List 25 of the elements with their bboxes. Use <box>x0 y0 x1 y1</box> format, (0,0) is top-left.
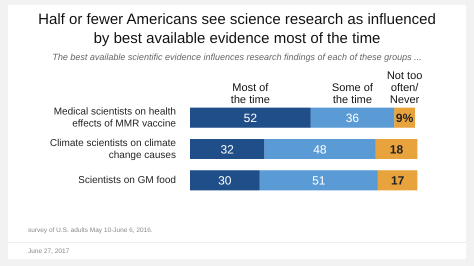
series-label: Some of the time <box>332 82 374 106</box>
bar <box>376 138 418 160</box>
y-tick-label: Medical scientists on health effects of MMR vaccine <box>54 106 176 130</box>
bar <box>310 108 394 128</box>
bar <box>190 170 260 190</box>
bar <box>378 170 418 190</box>
data-label: 51 <box>312 174 326 188</box>
data-label: 36 <box>346 110 360 125</box>
series-label: Most of the time <box>230 82 270 106</box>
data-label: 30 <box>218 174 232 188</box>
bar <box>190 138 264 160</box>
bar <box>264 138 376 160</box>
data-label: 48 <box>313 142 327 156</box>
chart-title: Half or fewer Americans see science research as influenced by best available evidence most of the time <box>37 10 437 48</box>
data-label: 32 <box>220 142 234 156</box>
chart-subtitle: The best available scientific evidence influences research findings of each of these groups ... <box>51 52 423 62</box>
bar <box>190 108 311 128</box>
data-label: 9% <box>396 110 414 125</box>
data-label: 17 <box>390 174 405 188</box>
series-label: Not too often/ Never <box>386 70 422 106</box>
data-label: 52 <box>244 110 258 125</box>
y-tick-label: Climate scientists on climate change causes <box>50 138 176 161</box>
bar <box>260 170 378 190</box>
data-label: 18 <box>390 142 404 156</box>
y-tick-label: Scientists on GM food <box>78 175 176 186</box>
